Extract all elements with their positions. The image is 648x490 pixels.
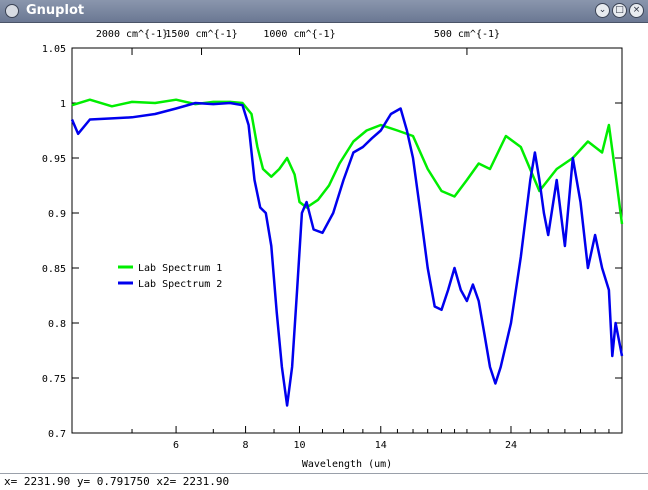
gnuplot-app-icon[interactable] (5, 4, 19, 18)
y-tick-label: 0.75 (42, 374, 66, 385)
x-tick-label: 10 (293, 440, 305, 451)
x2-tick-label: 1500 cm^{-1} (165, 29, 237, 40)
series-line-2 (70, 101, 624, 407)
x-tick-label: 8 (243, 440, 249, 451)
y-tick-label: 0.8 (48, 319, 66, 330)
status-bar: x= 2231.90 y= 0.791750 x2= 2231.90 (0, 473, 648, 490)
x-tick-label: 24 (505, 440, 517, 451)
y-tick-label: 1.05 (42, 44, 66, 55)
legend-label-2: Lab Spectrum 2 (138, 279, 222, 290)
cursor-coordinates: x= 2231.90 y= 0.791750 x2= 2231.90 (4, 475, 230, 488)
x-tick-label: 6 (173, 440, 179, 451)
close-icon[interactable]: × (629, 3, 644, 18)
y-tick-label: 1 (60, 99, 66, 110)
legend-label-1: Lab Spectrum 1 (138, 263, 222, 274)
plot-frame (71, 47, 623, 434)
y-tick-label: 0.9 (48, 209, 66, 220)
legend: Lab Spectrum 1 Lab Spectrum 2 (118, 263, 222, 290)
maximize-icon[interactable]: □ (612, 3, 627, 18)
plot-canvas[interactable]: 0.7 0.75 0.8 0.85 0.9 0.95 1 1.05 6 8 10 14 24 2000… (0, 23, 648, 473)
y-tick-label: 0.95 (42, 154, 66, 165)
y-tick-label: 0.7 (48, 429, 66, 440)
x-tick-label: 14 (375, 440, 387, 451)
y-tick-label: 0.85 (42, 264, 66, 275)
series-lines (70, 98, 624, 407)
x-axis-label: Wavelength (um) (302, 459, 392, 470)
title-bar[interactable]: Gnuplot ⌄ □ × (0, 0, 648, 23)
x2-tick-label: 500 cm^{-1} (434, 29, 500, 40)
y-axis: 0.7 0.75 0.8 0.85 0.9 0.95 1 1.05 (42, 44, 622, 440)
minimize-icon[interactable]: ⌄ (595, 3, 610, 18)
x2-axis: 2000 cm^{-1}1500 cm^{-1} 1000 cm^{-1} 500 … (96, 29, 500, 55)
x2-tick-label: 1000 cm^{-1} (263, 29, 335, 40)
series-line-1 (71, 98, 624, 225)
x2-tick-label: 2000 cm^{-1} (96, 29, 168, 40)
window-title: Gnuplot (26, 3, 85, 18)
x-axis: 6 8 10 14 24 (131, 426, 610, 451)
